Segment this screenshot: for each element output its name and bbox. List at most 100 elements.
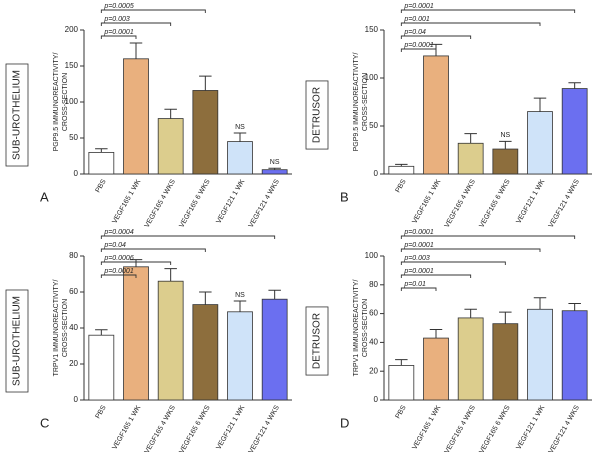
significance-bracket [400, 287, 437, 291]
bar [227, 141, 253, 175]
error-bar [395, 359, 408, 366]
bar [492, 323, 519, 401]
panel: SUB-UROTHELIUM TRPV1 IMMUNOREACTIVITY/CRO… [5, 229, 292, 452]
bar [457, 317, 484, 401]
error-bar [164, 108, 177, 119]
x-tick-label: VEGF165 1 WK [111, 178, 142, 225]
bar [423, 337, 449, 401]
ns-label: NS [500, 132, 510, 139]
ns-label: NS [270, 159, 280, 166]
y-axis-label: CROSS-SECTION [62, 73, 69, 131]
error-bar [129, 259, 143, 267]
x-tick-label: VEGF165 4 WKS [144, 404, 177, 452]
y-tick-label: 20 [369, 366, 378, 375]
y-tick-label: 100 [365, 73, 379, 82]
y-axis-label: CROSS-SECTION [362, 299, 369, 357]
error-bar [268, 167, 281, 170]
panel-label: B [340, 189, 349, 204]
bar [527, 308, 553, 401]
p-value-label: p=0.04 [103, 242, 126, 249]
error-bar [533, 97, 547, 112]
y-tick-label: 100 [365, 251, 379, 260]
bar [157, 118, 184, 175]
x-tick-label: VEGF121 1 WK [215, 404, 246, 451]
p-value-label: p=0.01 [403, 281, 426, 288]
bar [88, 334, 115, 401]
x-tick-label: VEGF121 1 WK [515, 404, 546, 451]
region-box [5, 289, 29, 393]
significance-bracket [100, 274, 137, 278]
p-value-label: p=0.0005 [103, 3, 133, 10]
y-tick-label: 0 [74, 395, 79, 404]
error-bar [129, 42, 143, 59]
y-tick-label: 0 [374, 395, 379, 404]
x-tick-label: VEGF165 1 WK [411, 178, 442, 225]
p-value-label: p=0.0001 [403, 3, 433, 10]
significance-bracket [400, 35, 472, 39]
bar [227, 311, 253, 401]
error-bar [464, 133, 477, 144]
p-value-label: p=0.003 [403, 255, 430, 262]
error-bar [95, 148, 108, 153]
bar [157, 280, 184, 401]
significance-bracket [400, 9, 576, 13]
p-value-label: p=0.003 [103, 16, 130, 23]
y-axis-label: PGP9.5 IMMUNOREACTIVITY/ [353, 53, 360, 152]
y-tick-label: 60 [69, 287, 78, 296]
region-label: DETRUSOR [312, 313, 323, 369]
bar [192, 90, 219, 175]
y-tick-label: 80 [69, 251, 78, 260]
p-value-label: p=0.0006 [103, 255, 133, 262]
panel: SUB-UROTHELIUM PGP9.5 IMMUNOREACTIVITY/CR… [5, 3, 292, 229]
error-bar [568, 303, 581, 311]
x-tick-label: PBS [95, 178, 108, 194]
y-tick-label: 40 [69, 323, 78, 332]
panel: DETRUSOR PGP9.5 IMMUNOREACTIVITY/CROSS-SE… [305, 3, 592, 229]
error-bar [499, 140, 512, 150]
significance-bracket [400, 235, 576, 239]
bar [123, 266, 149, 401]
x-tick-label: PBS [395, 404, 408, 420]
x-tick-label: VEGF121 4 WKS [548, 404, 581, 452]
bar [123, 58, 149, 175]
bar [492, 148, 519, 175]
error-bar [233, 300, 247, 312]
x-tick-label: VEGF165 6 WKS [478, 404, 511, 452]
error-bar [395, 163, 408, 167]
significance-bracket [100, 235, 276, 239]
x-tick-label: VEGF165 1 WK [411, 404, 442, 451]
p-value-label: p=0.0001 [103, 29, 133, 36]
x-tick-label: VEGF165 4 WKS [444, 178, 477, 229]
error-bar [95, 329, 108, 336]
ns-label: NS [235, 292, 245, 299]
bar [423, 55, 449, 175]
significance-bracket [400, 48, 437, 52]
bar [261, 298, 288, 401]
significance-bracket [400, 22, 541, 26]
bar [527, 111, 553, 175]
y-tick-label: 0 [374, 169, 379, 178]
error-bar [533, 297, 547, 310]
panel: DETRUSOR TRPV1 IMMUNOREACTIVITY/CROSS-SEC… [305, 229, 592, 452]
bar [561, 88, 588, 175]
y-tick-label: 200 [65, 25, 79, 34]
y-tick-label: 40 [369, 338, 378, 347]
y-tick-label: 150 [365, 25, 379, 34]
panel-label: D [340, 415, 349, 430]
panel-label: C [40, 415, 49, 430]
p-value-label: p=0.0001 [403, 229, 433, 236]
p-value-label: p=0.001 [403, 16, 430, 23]
bar [192, 304, 219, 401]
y-tick-label: 50 [369, 121, 378, 130]
region-label: DETRUSOR [312, 87, 323, 143]
p-value-label: p=0.0001 [403, 42, 433, 49]
error-bar [499, 311, 512, 324]
error-bar [199, 75, 212, 91]
significance-bracket [400, 261, 506, 265]
region-label: SUB-UROTHELIUM [12, 70, 23, 160]
p-value-label: p=0.0001 [103, 268, 133, 275]
x-tick-label: VEGF165 6 WKS [178, 404, 211, 452]
significance-bracket [400, 248, 541, 252]
